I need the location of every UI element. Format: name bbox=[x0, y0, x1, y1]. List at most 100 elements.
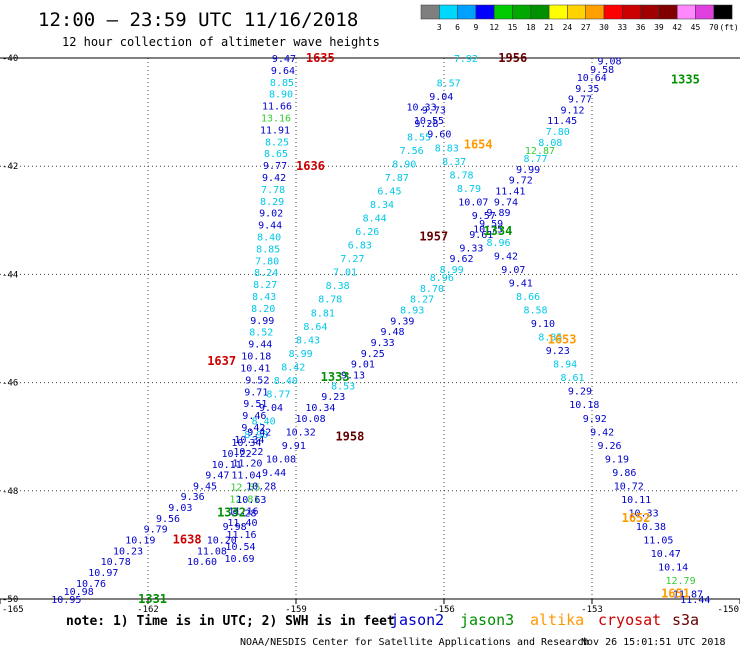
swh-value: 10.69 bbox=[224, 554, 254, 565]
swh-value: 9.79 bbox=[144, 525, 168, 536]
swh-value: 9.46 bbox=[242, 411, 266, 422]
swh-value: 9.62 bbox=[450, 254, 474, 265]
track-jason2: 9.4210.3410.2210.119.479.459.369.039.569… bbox=[51, 427, 271, 606]
swh-value: 12.87 bbox=[525, 146, 555, 157]
y-tick-label: -42 bbox=[2, 162, 18, 172]
swh-value: 9.47 bbox=[205, 471, 229, 482]
satellite-name-jason3: jason3 bbox=[460, 611, 514, 629]
pass-time-label: 1636 bbox=[296, 159, 325, 173]
legend-swatch bbox=[493, 4, 513, 20]
legend-swatch bbox=[567, 4, 586, 20]
swh-value: 8.78 bbox=[318, 295, 342, 306]
swh-value: 10.55 bbox=[414, 116, 444, 127]
swh-value: 9.91 bbox=[282, 441, 306, 452]
pass-time-label: 1956 bbox=[498, 51, 527, 65]
swh-value: 8.90 bbox=[269, 90, 293, 101]
swh-value: 8.43 bbox=[296, 335, 320, 346]
swh-value: 9.04 bbox=[259, 403, 283, 414]
swh-value: 8.85 bbox=[256, 244, 280, 255]
swh-value: 8.85 bbox=[270, 78, 294, 89]
track-jason3: 9.089.5810.649.359.779.1211.457.808.0812… bbox=[187, 57, 622, 568]
swh-value: 8.77 bbox=[266, 389, 290, 400]
swh-value: 9.56 bbox=[156, 514, 180, 525]
legend-swatch bbox=[658, 4, 678, 20]
swh-value: 10.32 bbox=[286, 427, 316, 438]
y-tick-label: -46 bbox=[2, 379, 18, 389]
swh-value: 9.28 bbox=[232, 508, 256, 519]
legend-label: 30 bbox=[599, 23, 609, 32]
swh-value: 9.77 bbox=[568, 95, 592, 106]
y-tick-label: -50 bbox=[2, 595, 18, 605]
legend-swatch bbox=[530, 4, 550, 20]
swh-value: 9.44 bbox=[248, 340, 272, 351]
pass-time-label: 1638 bbox=[173, 532, 202, 546]
swh-value: 8.99 bbox=[289, 349, 313, 360]
swh-value: 9.44 bbox=[258, 221, 282, 232]
swh-value: 9.99 bbox=[250, 316, 274, 327]
swh-value: 11.41 bbox=[495, 187, 525, 198]
swh-value: 10.63 bbox=[236, 495, 266, 506]
swh-value: 10.11 bbox=[212, 460, 242, 471]
swh-value: 6.83 bbox=[348, 241, 372, 252]
pass-time-label: 1637 bbox=[207, 354, 236, 368]
swh-value: 8.42 bbox=[281, 362, 305, 373]
swh-value: 10.20 bbox=[207, 535, 237, 546]
swh-value: 8.43 bbox=[252, 292, 276, 303]
swh-value: 9.48 bbox=[380, 327, 404, 338]
swh-value: 10.72 bbox=[614, 481, 644, 492]
legend-label: 12 bbox=[489, 23, 499, 32]
swh-value: 10.34 bbox=[231, 438, 261, 449]
axis-layer: -165 -162 -159 -156 -153 -150 -40 -42 -44 -46 -48 -… bbox=[0, 54, 740, 615]
swh-value: 10.19 bbox=[125, 535, 155, 546]
swh-value: 9.23 bbox=[546, 346, 570, 357]
swh-value: 10.08 bbox=[266, 454, 296, 465]
footer-timestamp: Nov 26 15:01:51 UTC 2018 bbox=[581, 637, 726, 648]
pass-time-label: 1332 bbox=[217, 505, 246, 519]
swh-value: 10.33 bbox=[628, 508, 658, 519]
swh-value: 12.81 bbox=[229, 494, 259, 505]
swh-value: 8.20 bbox=[251, 304, 275, 315]
y-tick-label: -40 bbox=[2, 54, 18, 64]
swh-value: 11.16 bbox=[228, 506, 258, 517]
pass-time-label: 1334 bbox=[483, 224, 512, 238]
swh-value: 8.99 bbox=[440, 265, 464, 276]
swh-value: 13.16 bbox=[261, 114, 291, 125]
footer-note: note: 1) Time is in UTC; 2) SWH is in fe… bbox=[66, 614, 395, 629]
swh-value: 8.79 bbox=[457, 184, 481, 195]
swh-value: 10.38 bbox=[636, 522, 666, 533]
legend-swatch bbox=[622, 4, 641, 20]
pass-time-label: 1958 bbox=[335, 430, 364, 444]
swh-value: 8.57 bbox=[437, 78, 461, 89]
swh-value: 8.40 bbox=[252, 416, 276, 427]
swh-value: 8.25 bbox=[265, 137, 289, 148]
swh-value: 9.36 bbox=[181, 492, 205, 503]
color-scale-legend: 3 6 9 12 15 18 21 24 27 30 33 36 39 42 45 70 (ft) bbox=[420, 4, 739, 32]
satellite-name-s3a: s3a bbox=[672, 611, 699, 629]
swh-value: 8.77 bbox=[524, 154, 548, 165]
swh-value: 9.42 bbox=[262, 173, 286, 184]
legend-label: (ft) bbox=[719, 23, 738, 32]
swh-value: 8.52 bbox=[249, 328, 273, 339]
swh-value: 9.13 bbox=[341, 370, 365, 381]
swh-value: 10.08 bbox=[295, 414, 325, 425]
swh-value: 7.56 bbox=[400, 146, 424, 157]
swh-value: 8.08 bbox=[538, 138, 562, 149]
swh-value: 11.40 bbox=[227, 518, 257, 529]
swh-value: 10.47 bbox=[651, 549, 681, 560]
legend-label: 24 bbox=[563, 23, 573, 32]
swh-value: 8.38 bbox=[326, 281, 350, 292]
swh-value: 10.11 bbox=[621, 495, 651, 506]
track-altika: 10.33 10.55 9.60 8.83 8.37 8.78 8.79 10.07 9.57 1… bbox=[406, 103, 710, 606]
swh-value: 11.66 bbox=[262, 102, 292, 113]
swh-value: 8.83 bbox=[435, 143, 459, 154]
y-tick-label: -48 bbox=[2, 487, 18, 497]
grid-layer bbox=[0, 58, 740, 599]
swh-value: 7.27 bbox=[340, 254, 364, 265]
swh-value: 8.81 bbox=[311, 308, 335, 319]
swh-value: 9.86 bbox=[612, 468, 636, 479]
legend-label: 15 bbox=[508, 23, 518, 32]
swh-value: 7.80 bbox=[546, 127, 570, 138]
legend-label: 21 bbox=[544, 23, 554, 32]
swh-value: 9.60 bbox=[427, 130, 451, 141]
